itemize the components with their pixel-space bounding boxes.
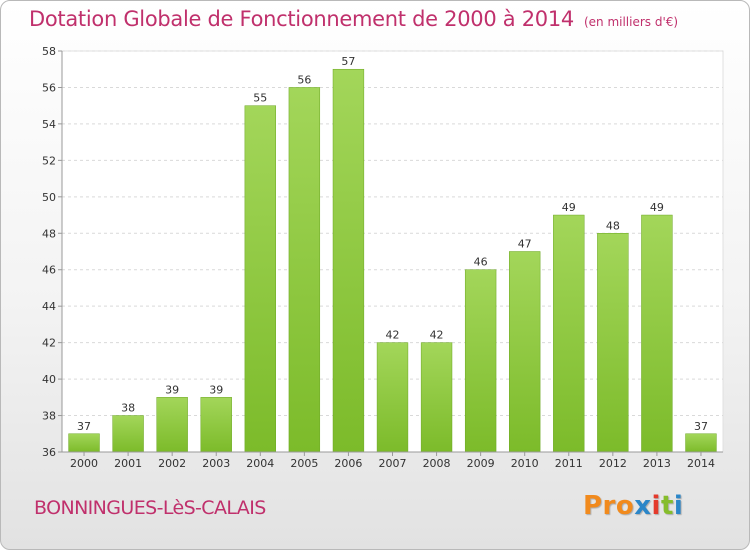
bar xyxy=(112,415,144,453)
x-tick-label: 2012 xyxy=(599,457,627,470)
chart-title-text: Dotation Globale de Fonctionnement de 20… xyxy=(29,7,574,31)
logo-part: x xyxy=(634,491,652,521)
x-tick-label: 2002 xyxy=(158,457,186,470)
y-tick-label: 38 xyxy=(42,410,56,423)
value-label: 38 xyxy=(121,402,135,415)
y-tick-label: 52 xyxy=(42,154,56,167)
x-tick-label: 2008 xyxy=(423,457,451,470)
bar xyxy=(288,87,321,453)
y-tick-label: 48 xyxy=(42,227,56,240)
bar xyxy=(641,214,673,453)
bar xyxy=(509,251,541,453)
value-label: 47 xyxy=(518,238,532,251)
value-label: 55 xyxy=(253,92,267,105)
logo-part: Pro xyxy=(583,491,635,521)
x-axis-ticks: 2000 2001 2002 2003 2004 2005 2006 2007 2008 2009… xyxy=(70,452,715,470)
bar xyxy=(597,233,629,453)
x-tick-label: 2005 xyxy=(290,457,318,470)
y-tick-label: 50 xyxy=(42,191,56,204)
bar xyxy=(156,397,188,453)
x-tick-label: 2000 xyxy=(70,457,98,470)
value-label: 49 xyxy=(562,201,576,214)
commune-name: BONNINGUES-LèS-CALAIS xyxy=(34,497,266,519)
bars xyxy=(68,68,717,453)
bar xyxy=(244,105,276,453)
x-tick-label: 2006 xyxy=(334,457,362,470)
value-label: 49 xyxy=(650,201,664,214)
y-tick-label: 40 xyxy=(42,373,56,386)
x-tick-label: 2004 xyxy=(246,457,274,470)
x-tick-label: 2010 xyxy=(511,457,539,470)
logo-part: t xyxy=(660,491,674,521)
value-label: 48 xyxy=(606,219,620,232)
logo-part: i xyxy=(651,491,661,521)
x-tick-label: 2003 xyxy=(202,457,230,470)
y-tick-label: 42 xyxy=(42,337,56,350)
x-tick-label: 2014 xyxy=(687,457,715,470)
x-tick-label: 2001 xyxy=(114,457,142,470)
value-label: 56 xyxy=(297,73,311,86)
y-tick-label: 36 xyxy=(42,446,56,459)
bar xyxy=(553,214,585,453)
y-axis-ticks: 36 38 40 42 44 46 48 50 52 54 56 58 xyxy=(42,45,62,459)
value-label: 37 xyxy=(694,420,708,433)
value-label: 42 xyxy=(430,329,444,342)
bar xyxy=(685,433,717,453)
logo-part: i xyxy=(673,491,684,521)
y-tick-label: 44 xyxy=(42,300,56,313)
x-tick-label: 2009 xyxy=(467,457,495,470)
bar xyxy=(68,433,100,453)
value-label: 39 xyxy=(165,383,179,396)
y-tick-label: 46 xyxy=(42,264,56,277)
value-label: 57 xyxy=(341,55,355,68)
y-tick-label: 56 xyxy=(42,81,56,94)
chart-unit: (en milliers d'€) xyxy=(583,15,679,29)
value-labels: 37 38 39 39 55 56 57 42 42 46 47 49 48 49 37 xyxy=(77,55,708,433)
proxiti-logo[interactable]: Proxiti xyxy=(583,491,683,521)
bar xyxy=(376,342,409,453)
value-label: 46 xyxy=(474,256,488,269)
chart-title: Dotation Globale de Fonctionnement de 20… xyxy=(29,7,678,31)
x-tick-label: 2011 xyxy=(555,457,583,470)
value-label: 39 xyxy=(209,383,223,396)
y-tick-label: 58 xyxy=(42,45,56,58)
x-tick-label: 2007 xyxy=(379,457,407,470)
bar xyxy=(200,397,232,453)
bar xyxy=(420,342,453,453)
bar xyxy=(332,68,365,453)
y-tick-label: 54 xyxy=(42,118,56,131)
bar xyxy=(464,269,497,453)
value-label: 42 xyxy=(386,329,400,342)
x-tick-label: 2013 xyxy=(643,457,671,470)
value-label: 37 xyxy=(77,420,91,433)
